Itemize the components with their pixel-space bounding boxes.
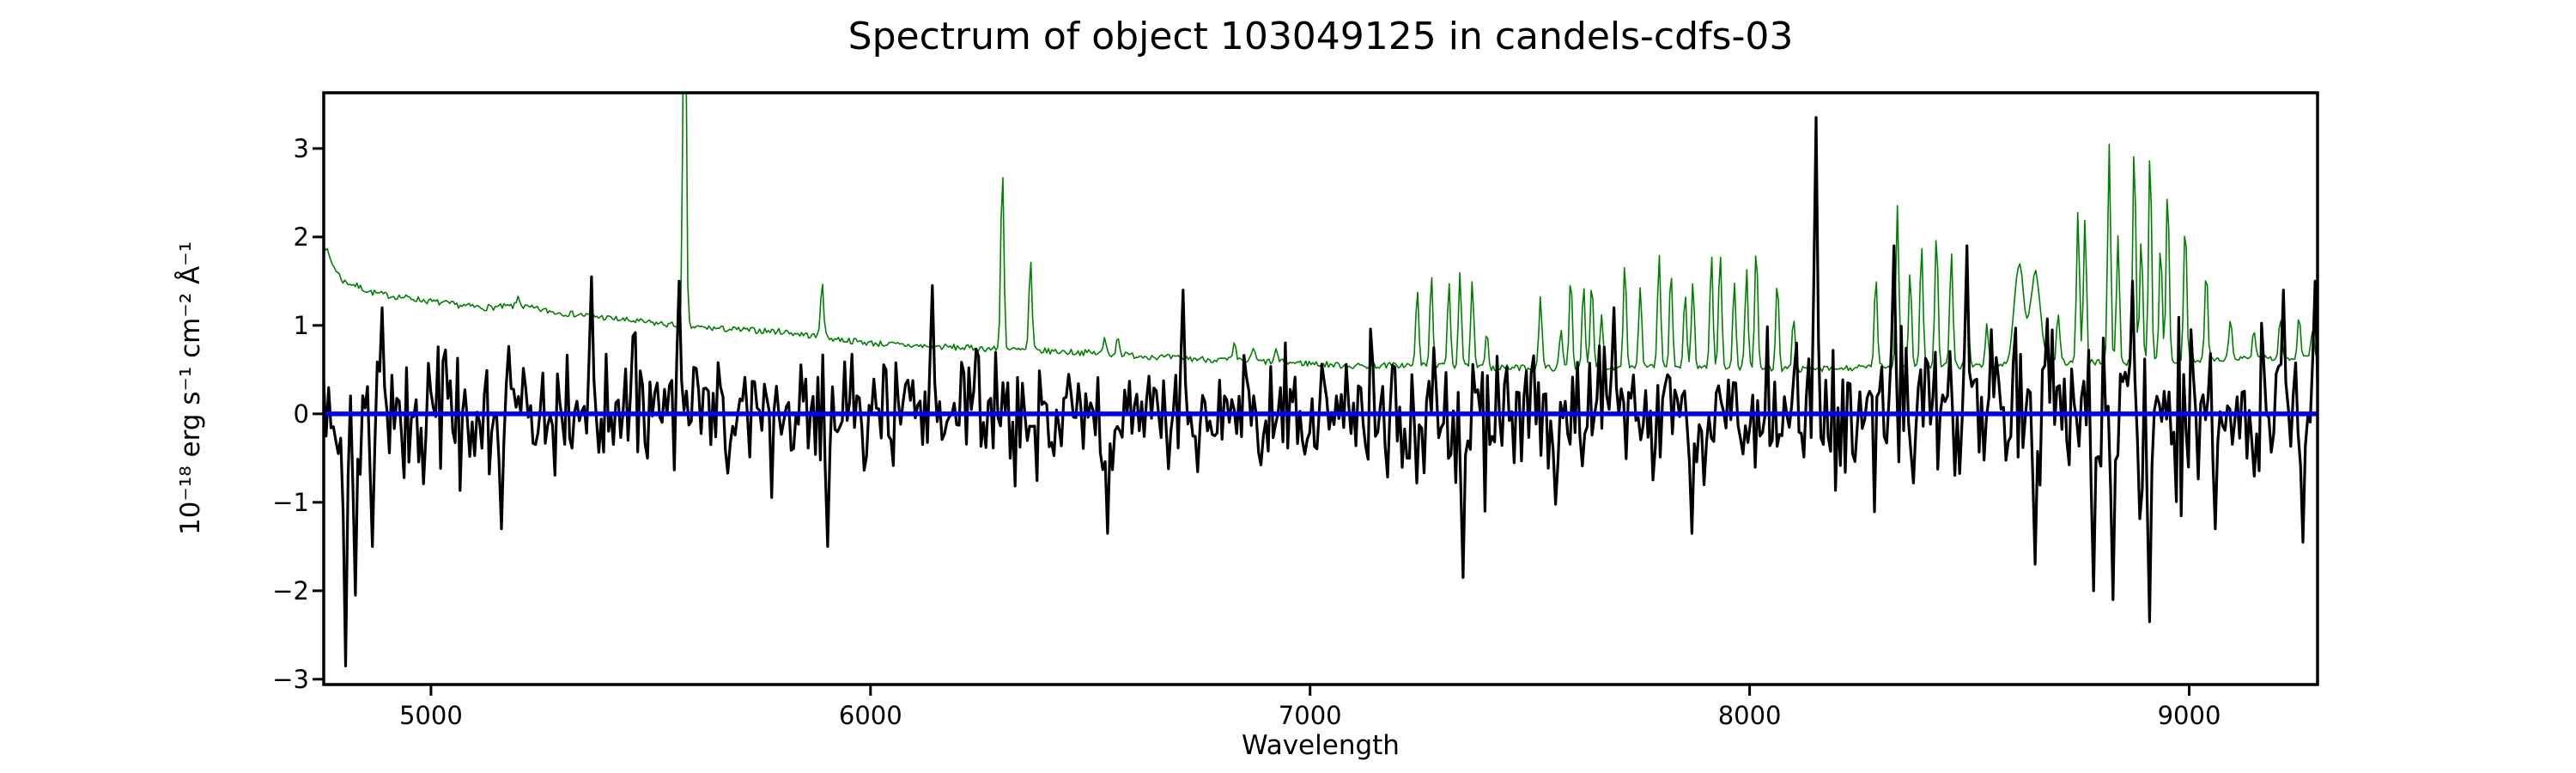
y-tick-label: −3: [272, 665, 309, 694]
y-tick-label: 2: [294, 222, 309, 252]
axis-ticks: 5000 6000 7000 8000 9000 3 2 1 0 −1 −2 −3: [272, 134, 2221, 730]
y-tick-label: −1: [272, 488, 309, 517]
plot-frame: [322, 91, 2319, 686]
x-axis-label: Wavelength: [1242, 730, 1400, 761]
x-tick-label: 7000: [1279, 701, 1342, 730]
y-tick-label: 3: [294, 134, 309, 163]
series-observed-flux: [324, 116, 2318, 667]
x-tick-label: 6000: [839, 701, 902, 730]
y-tick-label: 0: [294, 399, 309, 429]
y-axis-label: 10⁻¹⁸ erg s⁻¹ cm⁻² Å⁻¹: [175, 241, 206, 535]
x-tick-label: 5000: [399, 701, 463, 730]
plot-title: Spectrum of object 103049125 in candels-…: [848, 15, 1794, 58]
y-tick-label: −2: [272, 576, 309, 606]
y-tick-label: 1: [294, 311, 309, 340]
x-tick-label: 9000: [2158, 701, 2221, 730]
x-tick-label: 8000: [1718, 701, 1782, 730]
plot-series: [324, 93, 2318, 667]
